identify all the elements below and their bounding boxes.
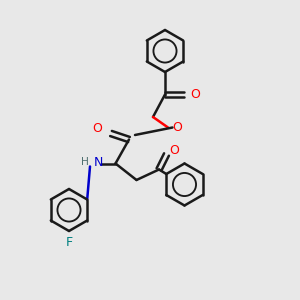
Text: F: F bbox=[65, 236, 73, 248]
Text: O: O bbox=[190, 88, 200, 101]
Text: O: O bbox=[172, 121, 182, 134]
Text: N: N bbox=[94, 155, 103, 169]
Text: H: H bbox=[81, 157, 88, 167]
Text: O: O bbox=[92, 122, 102, 136]
Text: O: O bbox=[169, 143, 179, 157]
